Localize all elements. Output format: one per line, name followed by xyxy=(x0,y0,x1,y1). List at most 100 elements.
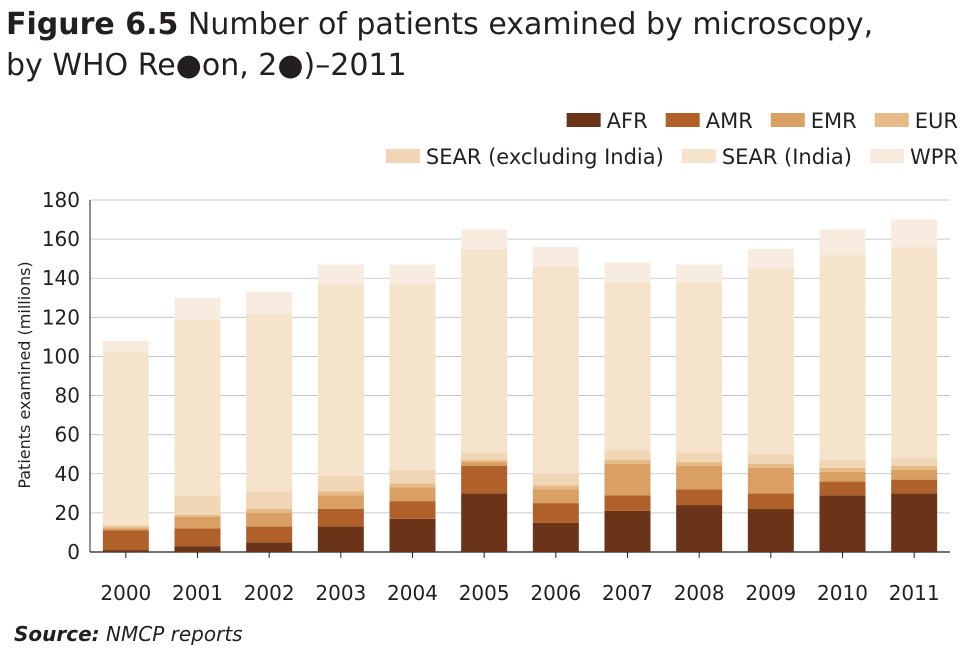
bar-segment xyxy=(389,501,436,519)
bar-segment xyxy=(102,526,149,529)
bar-segment xyxy=(246,526,293,543)
figure-title-line1: Number of patients examined by microscop… xyxy=(187,7,874,42)
bar-segment xyxy=(891,469,938,480)
source-text: NMCP reports xyxy=(106,622,243,646)
bar-stack-2000 xyxy=(102,340,149,552)
bars xyxy=(102,219,938,552)
bar-segment xyxy=(676,489,723,506)
legend-swatch xyxy=(681,149,716,163)
y-tick-label: 160 xyxy=(42,227,80,251)
bar-segment xyxy=(747,268,794,455)
bar-segment xyxy=(532,503,579,523)
bar-segment xyxy=(174,495,221,515)
y-tick-label: 100 xyxy=(42,344,80,368)
x-tick-label: 2008 xyxy=(674,581,725,605)
bar-segment xyxy=(891,493,938,552)
x-tick-label: 2001 xyxy=(172,581,223,605)
x-tick-label: 2003 xyxy=(315,581,366,605)
bar-stack-2002 xyxy=(246,291,293,552)
bar-segment xyxy=(676,264,723,283)
bar-segment xyxy=(461,460,508,463)
bar-segment xyxy=(532,489,579,504)
x-tick-label: 2009 xyxy=(745,581,796,605)
bar-segment xyxy=(174,546,221,552)
legend-label: EMR xyxy=(811,109,857,133)
bar-segment xyxy=(461,493,508,552)
y-tick-label: 0 xyxy=(67,540,80,564)
bar-stack-2009 xyxy=(747,248,794,552)
bar-segment xyxy=(604,510,651,552)
bar-segment xyxy=(604,282,651,451)
bar-segment xyxy=(317,475,364,492)
x-tick-label: 2005 xyxy=(459,581,510,605)
bar-segment xyxy=(102,528,149,531)
y-tick-label: 20 xyxy=(55,501,80,525)
bar-segment xyxy=(317,526,364,552)
source-label: Source: xyxy=(14,622,100,646)
y-tick-label: 140 xyxy=(42,266,80,290)
bar-segment xyxy=(819,471,866,482)
x-tick-label: 2011 xyxy=(889,581,940,605)
bar-segment xyxy=(891,479,938,494)
bar-segment xyxy=(246,291,293,314)
legend-swatch xyxy=(665,113,700,127)
legend-swatch xyxy=(874,113,909,127)
bar-segment xyxy=(676,282,723,453)
bar-segment xyxy=(389,264,436,285)
legend-label: SEAR (excluding India) xyxy=(426,145,664,169)
legend-swatch xyxy=(869,149,904,163)
x-tick-label: 2000 xyxy=(100,581,151,605)
bar-segment xyxy=(317,264,364,285)
bar-segment xyxy=(604,262,651,283)
x-tick-label: 2002 xyxy=(244,581,295,605)
y-axis-label: Patients examined (millions) xyxy=(15,261,34,488)
bar-segment xyxy=(389,469,436,484)
bar-segment xyxy=(747,248,794,269)
bar-segment xyxy=(461,462,508,466)
legend-label: AFR xyxy=(607,109,648,133)
bar-segment xyxy=(102,340,149,353)
bar-segment xyxy=(461,248,508,453)
bar-segment xyxy=(676,505,723,552)
bar-segment xyxy=(819,467,866,472)
x-tick-label: 2007 xyxy=(602,581,653,605)
x-tick-label: 2010 xyxy=(817,581,868,605)
bar-segment xyxy=(747,464,794,468)
bar-stack-2010 xyxy=(819,229,866,552)
bar-segment xyxy=(102,352,149,525)
bar-segment xyxy=(819,254,866,461)
bar-segment xyxy=(532,246,579,267)
x-axis: 2000 2001 2002 2003 2004 2005 2006 2007 2008 2009… xyxy=(100,552,940,605)
bar-segment xyxy=(174,514,221,517)
bar-segment xyxy=(676,462,723,466)
bar-segment xyxy=(532,266,579,474)
bar-stack-2001 xyxy=(174,297,221,552)
bar-segment xyxy=(246,491,293,509)
bar-segment xyxy=(819,460,866,468)
legend: EUR EMR AMR AFR WPR SEAR (India) SEAR (excludi… xyxy=(385,109,958,169)
bar-segment xyxy=(317,508,364,527)
bar-segment xyxy=(389,483,436,488)
bar-segment xyxy=(747,493,794,509)
gridlines xyxy=(90,199,950,553)
legend-label: SEAR (India) xyxy=(722,145,852,169)
y-tick-label: 120 xyxy=(42,305,80,329)
bar-segment xyxy=(676,452,723,463)
y-tick-label: 60 xyxy=(55,423,80,447)
bar-segment xyxy=(246,542,293,552)
legend-swatch xyxy=(566,113,601,127)
bar-segment xyxy=(389,487,436,502)
figure-title: Figure 6.5 Number of patients examined b… xyxy=(6,4,873,86)
bar-segment xyxy=(317,491,364,496)
bar-segment xyxy=(174,319,221,496)
bar-stack-2006 xyxy=(532,246,579,552)
bar-segment xyxy=(102,530,149,551)
bar-segment xyxy=(891,246,938,459)
bar-segment xyxy=(461,452,508,461)
bar-segment xyxy=(532,473,579,486)
bar-segment xyxy=(532,522,579,552)
bar-segment xyxy=(604,464,651,496)
bar-segment xyxy=(102,550,149,552)
bar-stack-2007 xyxy=(604,262,651,552)
bar-segment xyxy=(747,508,794,552)
